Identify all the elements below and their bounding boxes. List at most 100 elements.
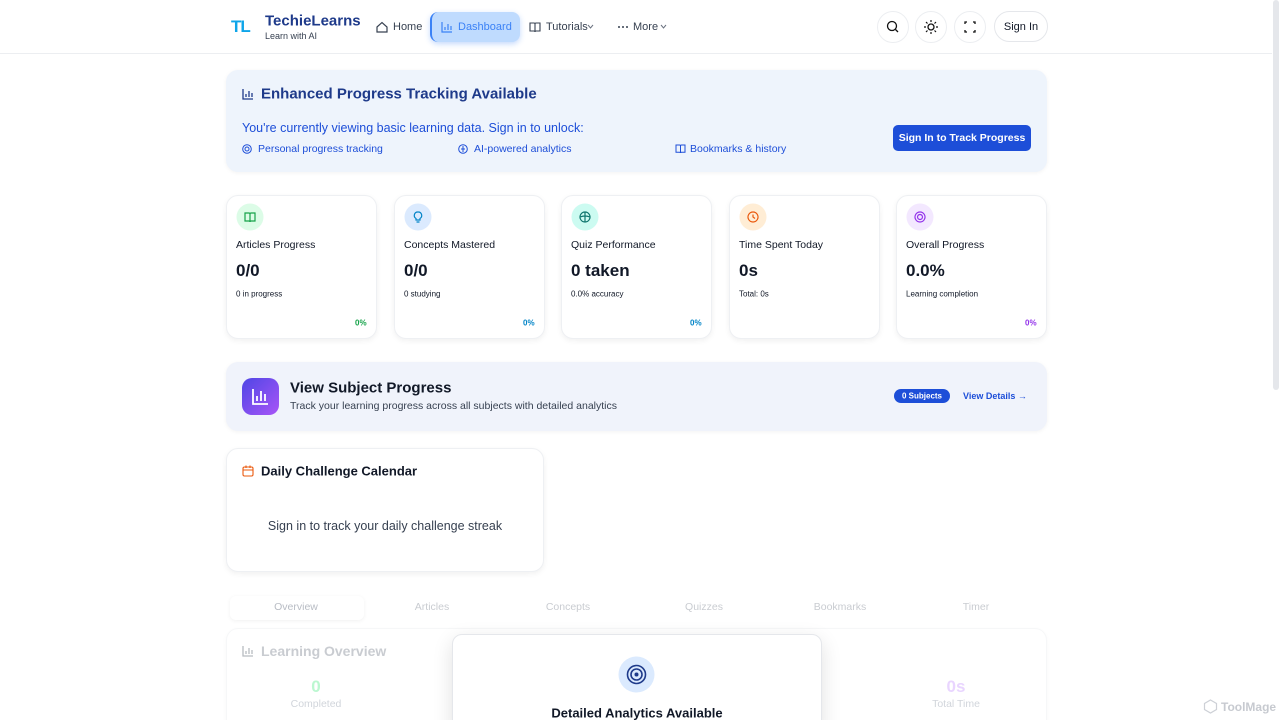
icon-part [252,389,268,405]
feature: Personal progress tracking [258,143,383,155]
calendar-title: Daily Challenge Calendar [261,463,418,479]
overview-value: 0s [946,677,966,696]
overview-title: Learning Overview [261,643,387,659]
icon-bg [906,203,934,231]
brand[interactable]: TechieLearns [265,12,361,30]
feature: Bookmarks & history [690,143,787,155]
stat-icon [739,203,767,231]
icon-part [242,466,254,477]
logo[interactable]: TL [231,17,251,36]
stat-percent: 0% [523,318,535,328]
icon-part [675,144,686,154]
icon-part [441,22,452,33]
chevron [587,24,594,29]
stat-value: 0/0 [236,261,260,280]
stat-sub: 0 in progress [236,289,283,299]
feature-icon [675,144,686,154]
stat-sub: 0 studying [404,289,441,299]
icon-part [660,24,667,29]
feature: AI-powered analytics [474,143,572,155]
icon-part [618,26,620,28]
icon-part [626,664,647,685]
icon-part [622,26,624,28]
icon-part [895,29,899,33]
nav-item[interactable]: Dashboard [458,21,512,33]
icon-part [461,146,465,152]
badge [894,389,950,403]
stat-value: 0/0 [404,261,428,280]
stat-label: Time Spent Today [739,239,824,251]
chart-icon [242,89,253,100]
tab[interactable]: Bookmarks [813,601,867,613]
modal-title: Detailed Analytics Available [551,705,723,720]
overview-value: 0 [311,677,321,696]
stat-sub: Total: 0s [739,289,769,299]
nav-item[interactable]: Home [393,21,423,33]
overview-label: Completed [290,698,342,710]
nav-item[interactable]: Tutorials [546,21,588,33]
icon-glyph [244,212,256,223]
stat-sub: 0.0% accuracy [571,289,624,299]
stat-icon [571,203,599,231]
calendar-card [226,448,544,572]
stat-value: 0s [739,261,758,280]
more-icon [618,26,628,28]
stat-icon [404,203,432,231]
icon-part [954,11,986,43]
active-tab-bg[interactable] [230,596,364,620]
calendar-icon [242,465,254,477]
banner-text: You're currently viewing basic learning … [242,121,584,135]
stat-percent: 0% [1025,318,1037,328]
header [0,0,1272,54]
icon-part [924,20,938,34]
icon-part [877,11,909,43]
icon-part [964,21,976,33]
tab[interactable]: Quizzes [685,601,723,613]
tab[interactable]: Timer [962,601,990,613]
icon-part [1203,699,1218,714]
dashboard-icon [441,22,452,33]
stat-label: Quiz Performance [571,239,656,251]
icon-glyph [747,211,759,223]
stat-label: Articles Progress [236,239,316,251]
tagline: Learn with AI [265,31,318,41]
icon-part [242,144,252,154]
badge-label: 0 Subjects [901,391,943,401]
stat-value: 0 taken [571,261,630,280]
icon-part [886,20,898,32]
banner-button[interactable] [893,125,1031,151]
stat-label: Overall Progress [906,239,985,251]
subjects-subtitle: Track your learning progress across all … [290,400,618,412]
banner [226,70,1047,172]
stat-icon [906,203,934,231]
icon-part [242,646,253,657]
modal-icon [618,656,655,693]
calendar-message: Sign in to track your daily challenge st… [267,519,503,533]
tab[interactable]: Overview [274,601,318,613]
icon-part [634,672,639,677]
header-actions[interactable] [877,11,1049,43]
nav-item[interactable]: More [633,21,659,33]
watermark: ToolMage [1221,700,1277,714]
view-details-link[interactable]: View Details → [963,391,1027,401]
icon-part [243,465,253,471]
watermark-icon [1203,699,1218,714]
icon-part [529,22,541,33]
icon-part [630,668,643,681]
sign-in-button[interactable]: Sign In [1003,21,1039,33]
overview-label: Total Time [932,698,980,710]
tab[interactable]: Concepts [545,601,591,613]
banner-button-label[interactable]: Sign In to Track Progress [898,132,1026,144]
feature-icon [458,144,468,154]
tab[interactable]: Articles [414,601,450,613]
icon-glyph [914,211,926,223]
icon-part [244,146,250,152]
stat-label: Concepts Mastered [404,239,496,251]
icon-part [927,23,935,31]
scrollbar[interactable] [1273,0,1279,390]
icon-part [626,26,628,28]
home-icon [376,21,388,33]
icon-part [587,24,594,29]
